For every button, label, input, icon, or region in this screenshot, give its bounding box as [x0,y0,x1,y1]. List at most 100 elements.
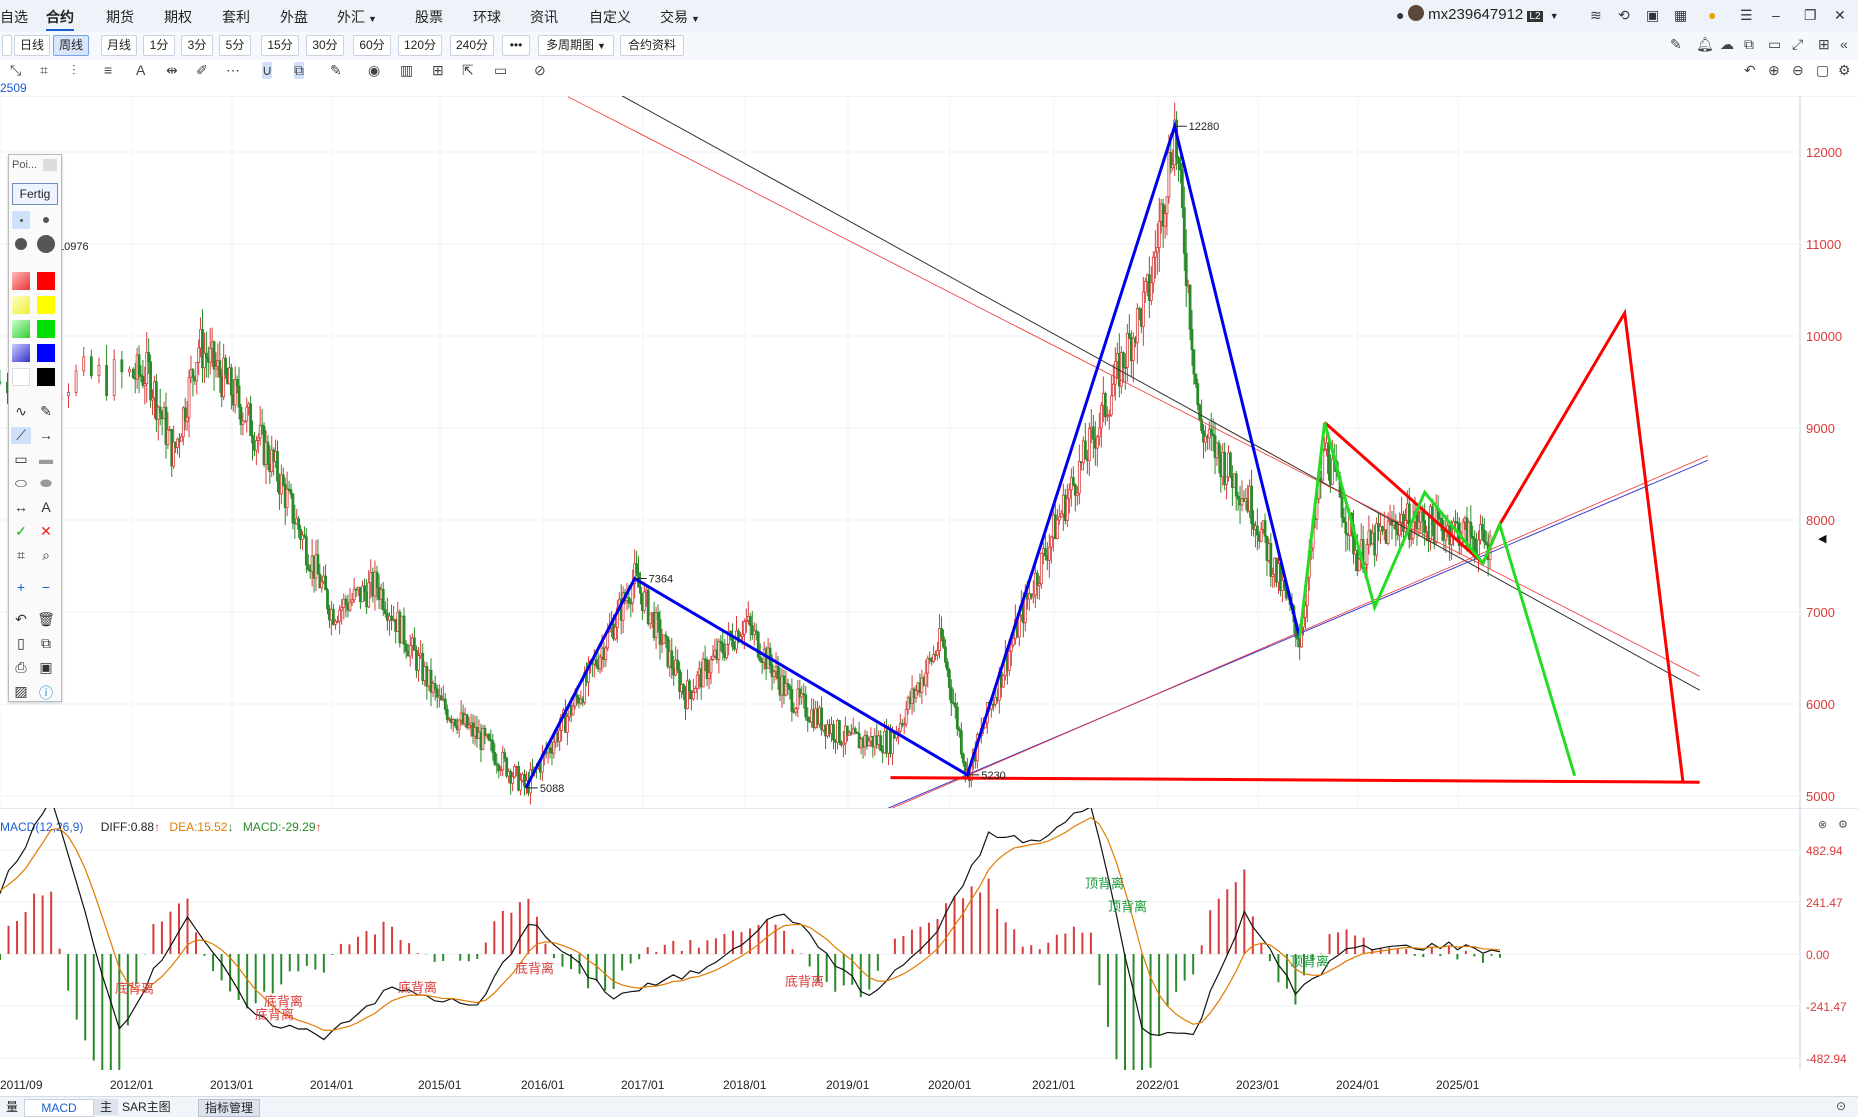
layers-icon[interactable]: ≋ [1590,7,1602,23]
minimize-icon[interactable]: – [1772,7,1780,23]
video-icon[interactable]: ▣ [1646,7,1660,23]
period-button-1m[interactable]: 1分 [143,35,175,56]
plus-icon[interactable]: + [16,579,26,595]
cloud-icon[interactable]: ☁ [1720,36,1734,52]
settings-icon[interactable]: ⚙ [1838,62,1851,78]
period-button-weekly[interactable]: 周线 [53,35,89,56]
ruler-icon[interactable]: ⊘ [534,62,546,78]
fib-icon[interactable]: ⫶ [72,62,76,78]
close-icon[interactable]: ✕ [1834,7,1846,23]
color-swatch-blue-light[interactable] [12,344,30,362]
undo-icon[interactable]: ↶ [1744,62,1756,78]
point-size-xlarge[interactable] [37,235,55,253]
monitor-icon[interactable]: ▭ [1768,36,1782,52]
edit-icon[interactable]: ✎ [330,62,342,78]
comment-icon[interactable]: ▭ [494,62,508,78]
color-swatch-green[interactable] [37,320,55,338]
pencil-icon[interactable]: ✎ [40,403,52,419]
color-swatch-red-light[interactable] [12,272,30,290]
period-button-240m[interactable]: 240分 [450,35,494,56]
menu-item-options[interactable]: 期权 [164,9,192,25]
tab-sar[interactable]: SAR主图 [122,1100,171,1114]
period-button-prev[interactable] [2,35,12,56]
point-size-small[interactable] [12,211,30,229]
new-page-icon[interactable]: ▯ [17,635,25,651]
magnet-icon[interactable]: ∪ [262,62,273,79]
period-button-30m[interactable]: 30分 [306,35,344,56]
macd-chart[interactable]: 724.42482.94241.470.00-241.47-482.94-724… [0,808,1858,1070]
copy-tool-icon[interactable]: ⧉ [41,635,51,651]
maximize-icon[interactable]: ❐ [1804,7,1817,23]
line-icon[interactable]: ⟋ [11,427,31,444]
menu-item-watchlist[interactable]: 自选 [0,9,28,25]
expand-icon[interactable]: ⤢ [1792,36,1804,52]
tab-main[interactable]: 主 [94,1099,119,1115]
period-button-daily[interactable]: 日线 [14,35,50,56]
point-size-medium[interactable] [37,211,55,229]
collapse-icon[interactable]: « [1840,36,1848,52]
period-button-5m[interactable]: 5分 [219,35,251,56]
text-icon[interactable]: A [136,62,146,78]
period-button-monthly[interactable]: 月线 [101,35,137,56]
calendar-icon[interactable]: ▦ [1674,7,1688,23]
color-swatch-green-light[interactable] [12,320,30,338]
restore-icon[interactable]: ⟲ [1618,7,1630,23]
crop-tool-icon[interactable]: ⌗ [17,547,25,563]
freehand-icon[interactable]: ∿ [15,403,27,419]
crop-icon[interactable]: ⌗ [40,62,48,78]
color-swatch-blue[interactable] [37,344,55,362]
menu-icon[interactable]: ☰ [1740,7,1753,23]
menu-item-arbitrage[interactable]: 套利 [222,9,250,25]
color-swatch-black[interactable] [37,368,55,386]
account-menu[interactable]: mx239647912 L2 ▼ [1408,5,1559,23]
multi-period-button[interactable]: 多周期图 ▼ [538,35,614,56]
pointer-icon[interactable]: ⤡ [10,62,22,78]
text-tool-icon[interactable]: A [41,499,51,515]
check-icon[interactable]: ✓ [15,523,27,539]
location-icon[interactable]: ⊙ [1836,1099,1847,1113]
period-button-15m[interactable]: 15分 [261,35,299,56]
grid-icon[interactable]: ⊞ [1818,36,1830,52]
text-lines-icon[interactable]: ≡ [104,62,113,78]
brush-icon[interactable]: ✐ [196,62,208,78]
menu-item-forex[interactable]: 外汇 ▼ [337,9,377,25]
zoom-tool-icon[interactable]: ⌕ [42,547,50,563]
robot-icon[interactable]: ● [1396,7,1405,23]
color-swatch-red[interactable] [37,272,55,290]
alert-icon[interactable]: 🔔︎ [1696,36,1714,52]
trash-icon[interactable]: ▥ [400,62,414,78]
contract-info-button[interactable]: 合约资料 [620,35,684,56]
color-swatch-yellow-light[interactable] [12,296,30,314]
menu-item-futures[interactable]: 期货 [106,9,134,25]
period-button-60m[interactable]: 60分 [353,35,391,56]
pen-icon[interactable]: ✎ [1670,36,1682,52]
period-button-120m[interactable]: 120分 [398,35,442,56]
menu-item-stocks[interactable]: 股票 [415,9,443,25]
more-periods-button[interactable]: ••• [502,35,530,56]
point-size-large[interactable] [12,235,30,253]
more-icon[interactable]: ⋯ [226,62,240,78]
menu-item-global[interactable]: 环球 [473,9,501,25]
image-icon[interactable]: ▨ [14,683,28,699]
export-icon[interactable]: ⇱ [462,62,474,78]
zoom-out-icon[interactable]: ⊖ [1792,62,1804,78]
menu-item-overseas[interactable]: 外盘 [280,9,308,25]
undo-tool-icon[interactable]: ↶ [15,611,27,627]
delete-icon[interactable]: 🗑︎ [37,611,55,627]
layers-tool-icon[interactable]: ⧉ [294,62,304,79]
print-icon[interactable]: ⎙ [15,659,27,675]
info-icon[interactable]: ⓘ [39,685,53,701]
cross-icon[interactable]: ✕ [40,523,52,539]
menu-item-contract[interactable]: 合约 [46,7,74,31]
palette-close-icon[interactable] [43,159,57,171]
rectangle-icon[interactable]: ▭ [14,451,28,467]
price-chart[interactable]: 12000 11000 10000 9000 8000 7000 6000 5000 12280… [0,96,1858,808]
save-icon[interactable]: ▣ [39,659,53,675]
measure-icon[interactable]: ⇹ [166,62,178,78]
menu-item-custom[interactable]: 自定义 [589,9,631,25]
palette-confirm-button[interactable]: Fertig [12,183,58,205]
grid-tool-icon[interactable]: ⊞ [432,62,444,78]
tab-macd[interactable]: MACD [24,1099,94,1117]
zoom-in-icon[interactable]: ⊕ [1768,62,1780,78]
window-icon[interactable]: ▢ [1816,62,1830,78]
